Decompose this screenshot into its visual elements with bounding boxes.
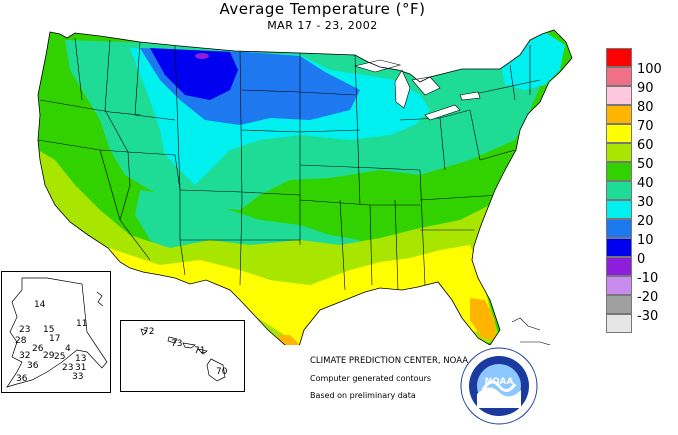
hawaii-station-value: 73 <box>171 339 182 349</box>
legend-value: -30 <box>637 309 659 324</box>
legend-swatch <box>606 238 632 257</box>
legend-value: 20 <box>637 214 654 229</box>
credit-line-contours: Computer generated contours <box>310 374 432 383</box>
legend-swatch <box>606 162 632 181</box>
legend-row: 30 <box>606 181 678 210</box>
legend-row: -10 <box>606 257 678 286</box>
legend-row: 20 <box>606 200 678 229</box>
legend-row: 10 <box>606 219 678 248</box>
alaska-station-value: 33 <box>72 372 83 382</box>
legend-value: 10 <box>637 233 654 248</box>
alaska-inset: 14 23 15 11 17 28 26 4 32 29 25 13 36 23 31 36 33 <box>1 271 111 393</box>
alaska-station-value: 4 <box>65 344 71 354</box>
legend-swatch <box>606 105 632 124</box>
hawaii-map: 72 73 71 70 <box>140 327 228 382</box>
legend-swatch <box>606 143 632 162</box>
hawaii-station-value: 70 <box>216 367 228 377</box>
credit-center: CLIMATE PREDICTION CENTER, NOAA <box>310 356 469 366</box>
temperature-map <box>37 29 573 345</box>
legend-swatch <box>606 86 632 105</box>
alaska-station-value: 36 <box>27 361 39 371</box>
alaska-station-value: 14 <box>34 300 46 310</box>
legend-value: 80 <box>637 100 654 115</box>
alaska-station-value: 28 <box>15 336 27 346</box>
alaska-station-value: 23 <box>19 325 30 335</box>
alaska-station-value: 13 <box>75 354 86 364</box>
legend-row: 0 <box>606 238 678 267</box>
legend-swatch <box>606 67 632 86</box>
credit-line-data: Based on preliminary data <box>310 391 416 400</box>
map-title: Average Temperature (°F) <box>219 0 426 18</box>
alaska-station-value: 29 <box>43 351 55 361</box>
legend-swatch <box>606 314 632 333</box>
legend-row: 70 <box>606 105 678 134</box>
legend-row: 50 <box>606 143 678 172</box>
alaska-station-value: 36 <box>16 374 28 384</box>
credits-block: CLIMATE PREDICTION CENTER, NOAA Computer… <box>310 356 468 407</box>
legend-value: 0 <box>637 252 646 267</box>
legend-swatch <box>606 200 632 219</box>
legend-value: -10 <box>637 271 659 286</box>
legend-value: -20 <box>637 290 659 305</box>
legend-value: 60 <box>637 138 654 153</box>
alaska-station-value: 32 <box>19 351 30 361</box>
legend-row <box>606 314 678 333</box>
alaska-station-value: 17 <box>49 334 60 344</box>
legend-row: -20 <box>606 276 678 305</box>
alaska-station-value: 15 <box>43 325 54 335</box>
legend-swatch <box>606 48 632 67</box>
hawaii-inset: 72 73 71 70 <box>120 320 245 392</box>
alaska-station-value: 26 <box>32 344 44 354</box>
legend-row: -30 <box>606 295 678 324</box>
legend-row: 40 <box>606 162 678 191</box>
legend-value: 50 <box>637 157 654 172</box>
legend-value: 30 <box>637 195 654 210</box>
legend-row: 90 <box>606 67 678 96</box>
alaska-station-value: 11 <box>76 319 87 329</box>
legend-swatch <box>606 124 632 143</box>
alaska-station-value: 31 <box>75 363 86 373</box>
hawaii-station-value: 71 <box>194 346 205 356</box>
legend-value: 100 <box>637 62 662 77</box>
hawaii-station-value: 72 <box>143 327 154 337</box>
legend-row: 60 <box>606 124 678 153</box>
legend-swatch <box>606 276 632 295</box>
legend-row: 80 <box>606 86 678 115</box>
legend-value: 70 <box>637 119 654 134</box>
alaska-station-value: 25 <box>54 352 65 362</box>
legend-row: 100 <box>606 48 678 77</box>
legend-value: 90 <box>637 81 654 96</box>
map-date-range: MAR 17 - 23, 2002 <box>267 19 378 32</box>
alaska-station-value: 23 <box>62 363 73 373</box>
legend-value: 40 <box>637 176 654 191</box>
noaa-logo-text: NOAA <box>485 377 514 387</box>
legend-swatch <box>606 257 632 276</box>
noaa-logo: NOAA <box>460 347 538 425</box>
legend-swatch <box>606 295 632 314</box>
color-legend: 100 90 80 70 60 50 40 30 20 10 0 -10 -20 -30 <box>606 48 678 333</box>
legend-swatch <box>606 219 632 238</box>
legend-swatch <box>606 181 632 200</box>
